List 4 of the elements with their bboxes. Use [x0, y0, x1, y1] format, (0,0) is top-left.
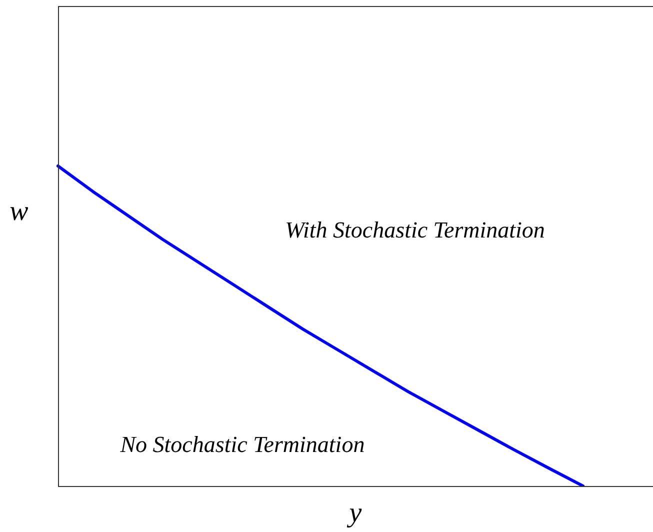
annotation: With Stochastic Termination — [285, 218, 545, 243]
y-axis-title: w — [10, 196, 29, 227]
annotation: No Stochastic Termination — [119, 432, 365, 458]
x-axis-title: y — [346, 497, 362, 528]
